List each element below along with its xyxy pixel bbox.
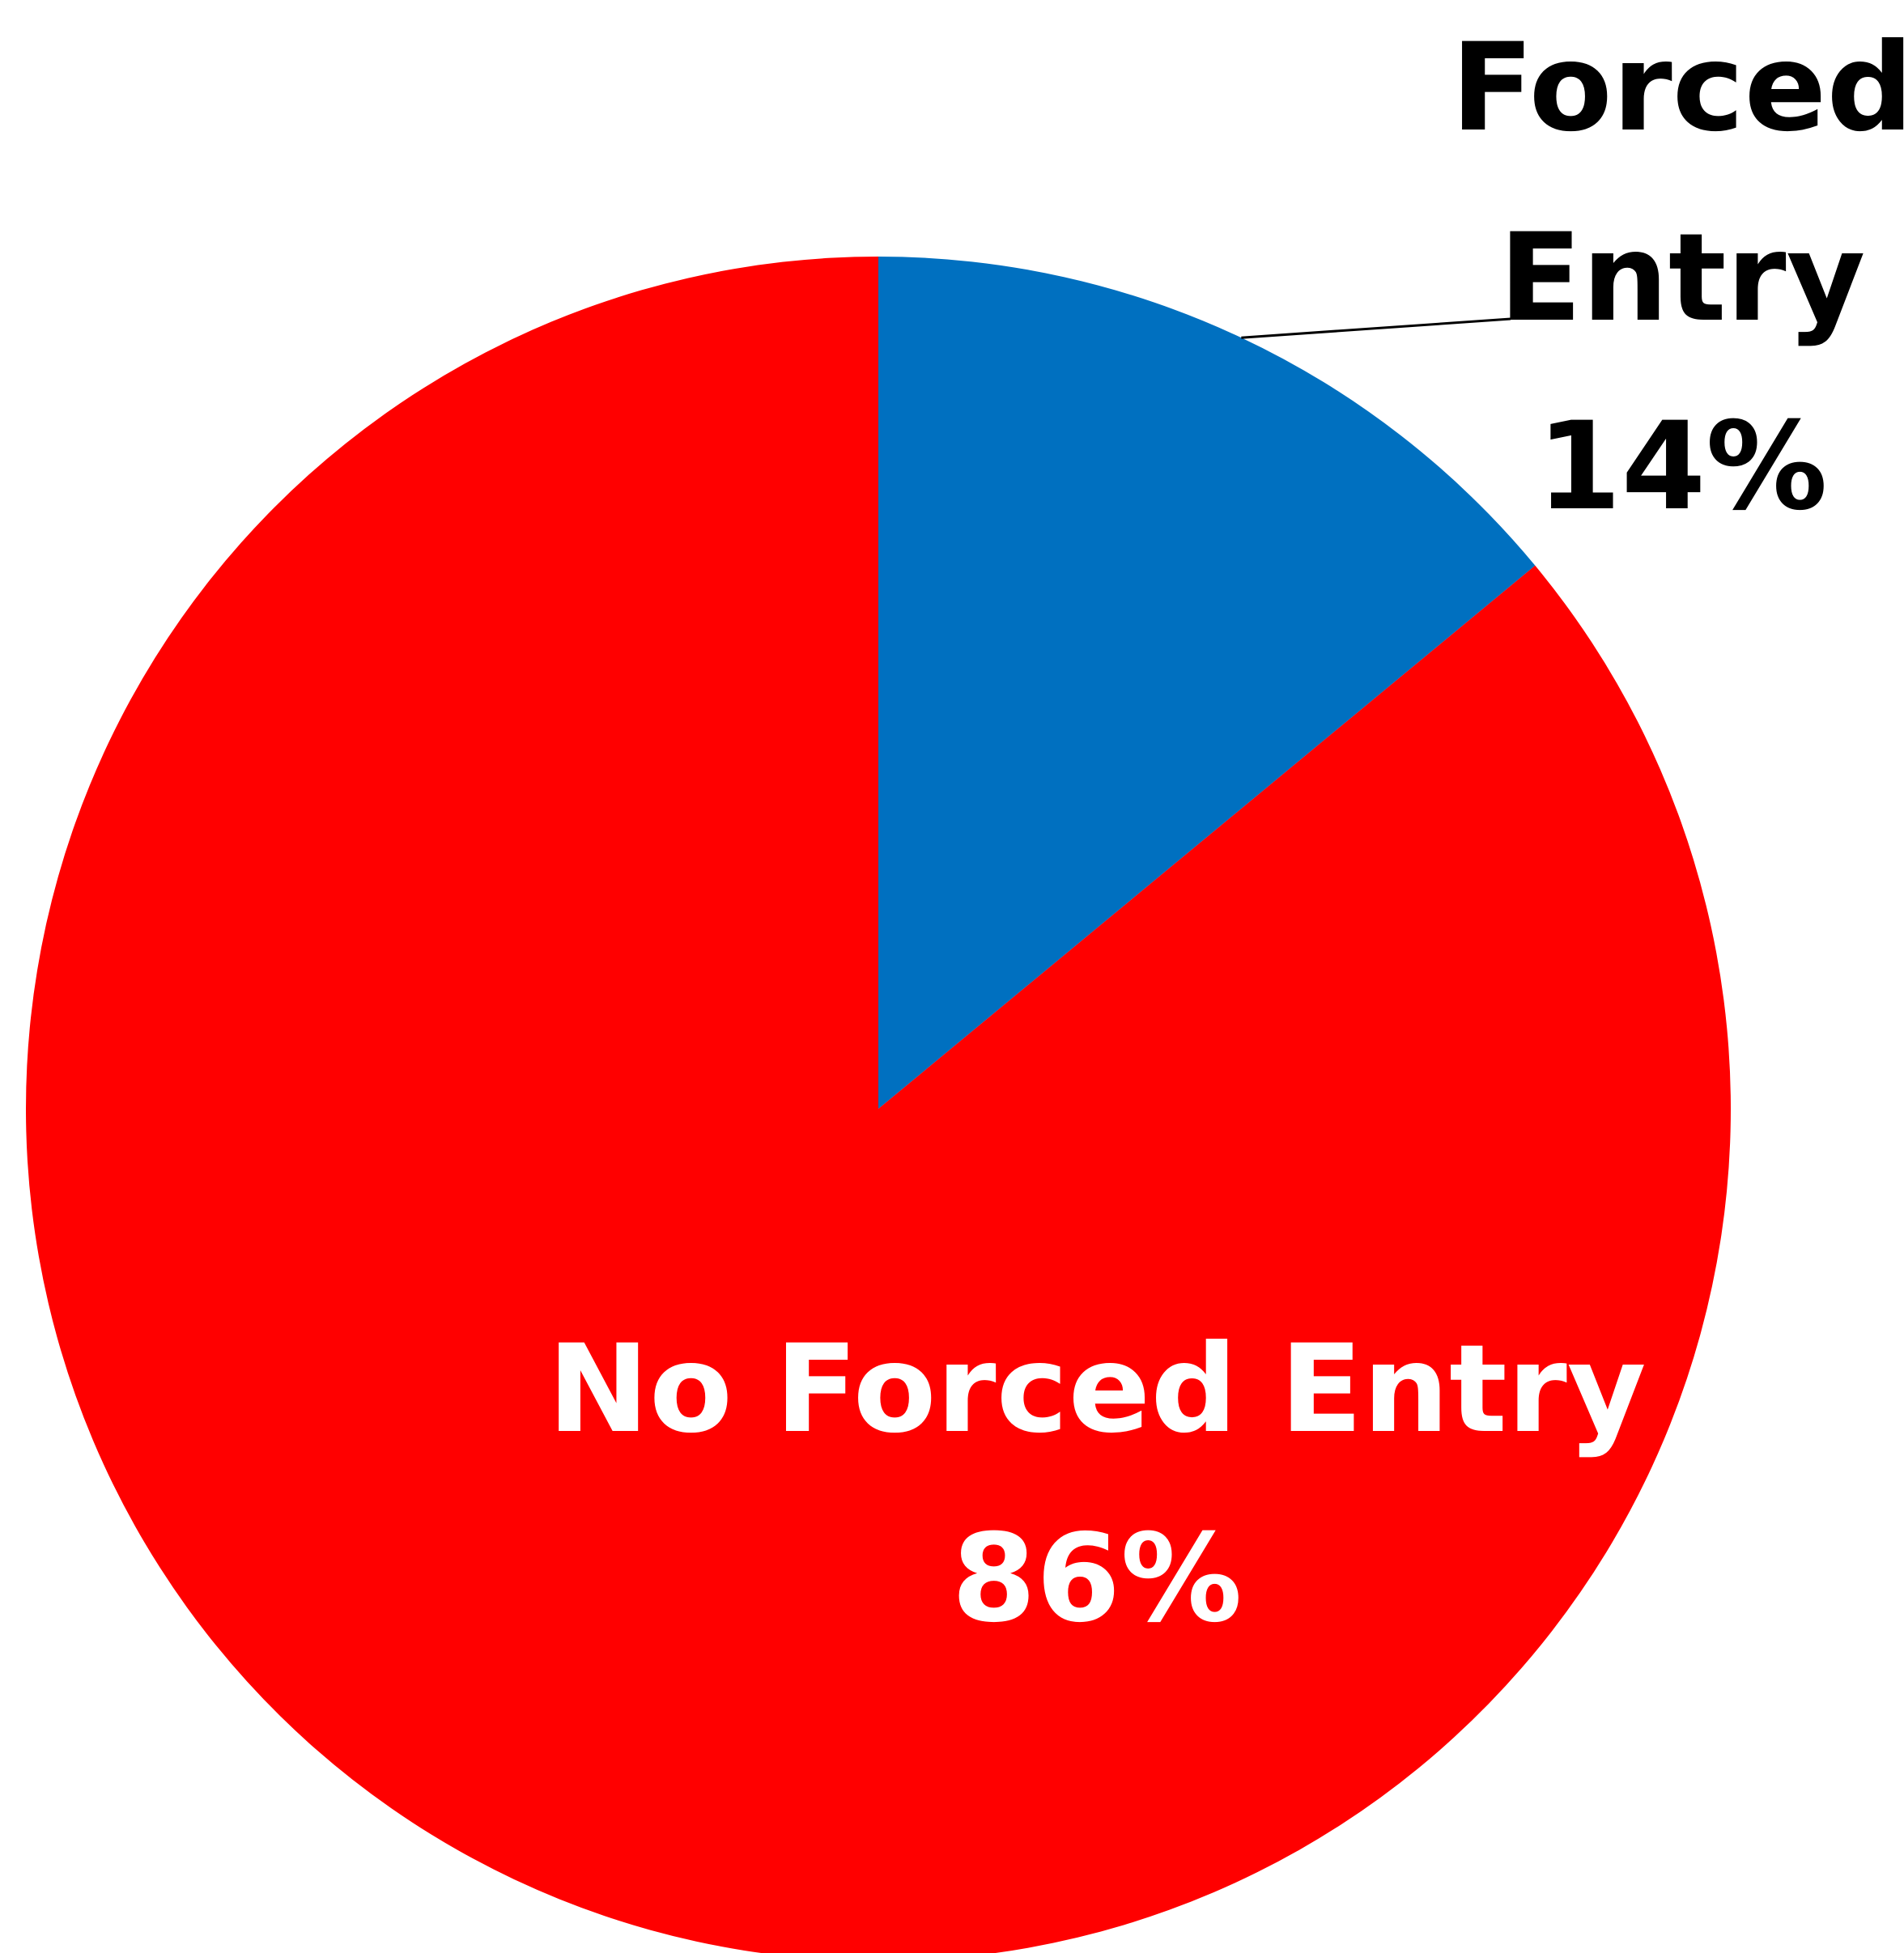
slice-label-forced-entry-line-1: Forced <box>1451 18 1904 159</box>
pie-slice-forced-entry <box>878 257 1536 1109</box>
slice-value-no-forced-entry: 86% <box>951 1509 1242 1649</box>
leader-line-forced-entry <box>1241 317 1511 339</box>
pie-slices <box>26 257 1731 1953</box>
slice-value-forced-entry: 14% <box>1536 397 1827 537</box>
slice-label-forced-entry-line-2: Entry <box>1499 208 1866 349</box>
slice-label-no-forced-entry: No Forced Entry <box>547 1319 1646 1460</box>
pie-slice-no-forced-entry <box>26 257 1731 1953</box>
